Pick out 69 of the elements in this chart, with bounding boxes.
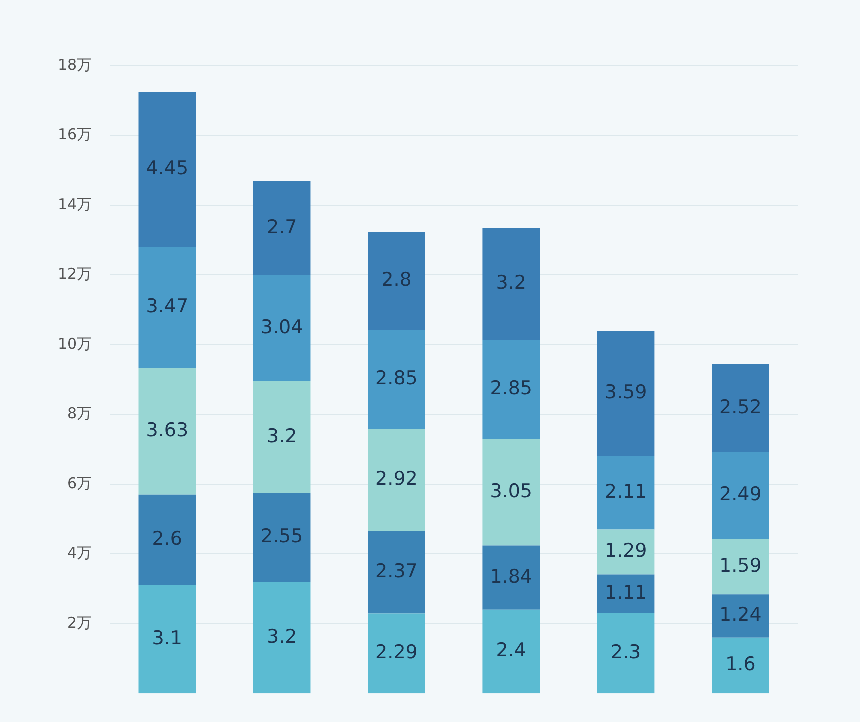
data-label: 2.55	[260, 526, 304, 548]
bar	[138, 368, 196, 495]
data-label: 2.92	[376, 468, 418, 490]
bar	[368, 330, 426, 430]
data-label: 3.47	[146, 296, 189, 318]
data-label: 2.85	[376, 368, 418, 390]
y-tick-label: 8万	[68, 404, 92, 423]
data-label: 2.11	[604, 480, 648, 503]
y-tick-label: 14万	[58, 195, 92, 214]
bar	[138, 586, 196, 694]
data-label: 3.2	[266, 626, 298, 648]
data-label: 2.49	[720, 484, 762, 506]
bar	[712, 452, 770, 540]
data-label: 3.05	[490, 480, 533, 503]
bar	[712, 638, 770, 694]
bar	[253, 181, 311, 276]
data-label: 2.8	[382, 269, 412, 292]
data-label: 1.29	[604, 540, 648, 562]
data-label: 2.37	[376, 560, 418, 582]
data-label: 4.45	[146, 158, 189, 180]
y-tick-label: 18万	[58, 56, 92, 74]
bar	[253, 582, 311, 694]
y-tick-label: 16万	[58, 126, 92, 144]
bar	[138, 92, 196, 248]
bar	[253, 276, 311, 382]
bar	[138, 247, 196, 368]
bar	[482, 439, 540, 546]
data-label: 2.7	[266, 216, 298, 238]
data-label: 1.59	[720, 554, 762, 577]
bar	[253, 493, 311, 582]
bar	[253, 382, 311, 494]
bar	[597, 456, 655, 530]
y-tick-label: 4万	[68, 544, 92, 562]
y-tick-label: 6万	[68, 474, 92, 492]
data-label: 2.29	[376, 642, 418, 664]
data-label: 2.3	[610, 641, 642, 664]
bar	[597, 330, 655, 456]
bar	[368, 232, 426, 330]
data-label: 3.63	[146, 420, 189, 442]
data-label: 3.2	[266, 425, 298, 448]
data-label: 3.04	[260, 316, 304, 338]
data-label: 2.4	[496, 640, 526, 662]
data-label: 2.6	[152, 528, 183, 550]
data-label: 3.2	[496, 272, 526, 294]
bar	[368, 531, 426, 614]
data-label: 2.85	[490, 378, 533, 400]
y-tick-label: 2万	[68, 614, 92, 632]
data-label: 1.24	[720, 604, 762, 626]
bar	[712, 364, 770, 452]
bar	[482, 546, 540, 610]
data-label: 2.52	[720, 396, 762, 418]
data-label: 3.59	[604, 382, 648, 404]
bar	[597, 530, 655, 575]
bar	[597, 574, 655, 614]
bar	[482, 610, 540, 694]
data-label: 1.84	[490, 566, 533, 588]
bar	[368, 614, 426, 694]
bar	[712, 594, 770, 638]
y-tick-label: 12万	[58, 265, 92, 284]
bar	[138, 494, 196, 586]
bar	[368, 429, 426, 532]
data-label: 1.6	[726, 654, 756, 676]
y-tick-label: 10万	[58, 334, 92, 353]
bar	[482, 228, 540, 340]
bar	[482, 340, 540, 440]
data-label: 3.1	[152, 627, 183, 650]
bar	[712, 539, 770, 595]
bar	[597, 613, 655, 694]
data-label: 1.11	[604, 582, 648, 604]
